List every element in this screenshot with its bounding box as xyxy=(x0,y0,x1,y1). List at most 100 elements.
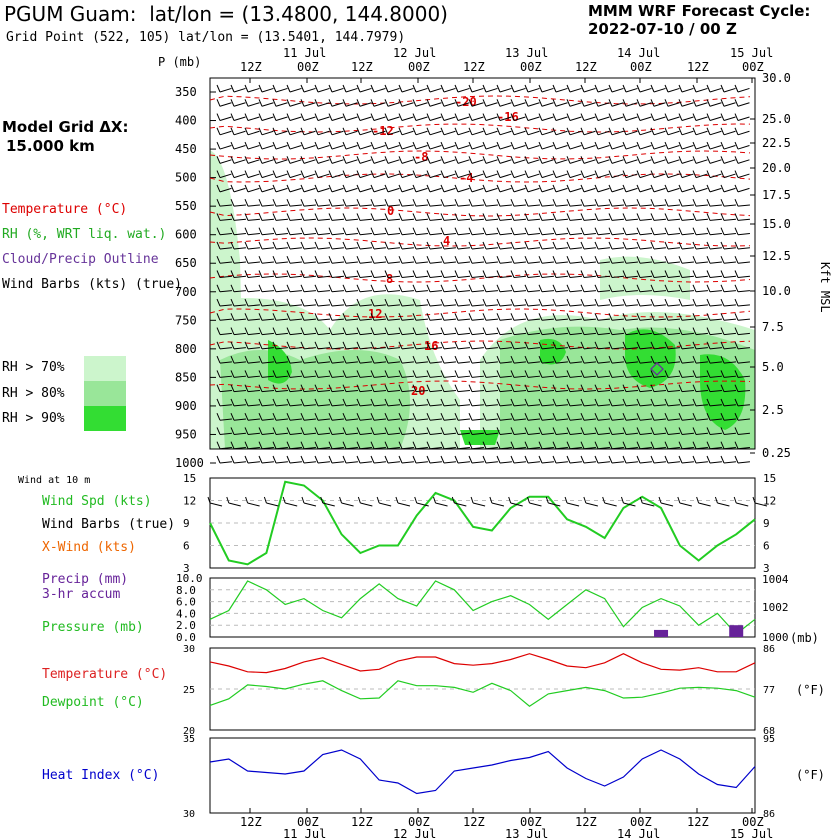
wind-barb xyxy=(275,116,288,122)
wind-barb-flag xyxy=(636,313,641,321)
surface-wind-barb-flag xyxy=(602,496,606,504)
surface-wind-barb-flag xyxy=(414,496,418,504)
wind-barb-flag xyxy=(230,256,235,264)
wind-barb-flag xyxy=(510,99,515,107)
wind-barb xyxy=(317,187,330,193)
isotherm-label: 12 xyxy=(368,307,382,321)
wind-barb xyxy=(261,347,274,350)
wind-barb-flag xyxy=(216,156,221,164)
wind-barb-flag xyxy=(454,113,459,121)
wind-barb-flag xyxy=(622,170,627,178)
wind-barb-flag xyxy=(370,241,375,250)
wind-barb xyxy=(737,247,750,250)
wind-barb xyxy=(261,375,274,378)
wind-barb-flag xyxy=(608,398,613,407)
wind-barb-flag xyxy=(328,270,333,278)
wind-barb xyxy=(359,432,372,435)
wind-barb xyxy=(499,304,512,307)
wind-barb-flag xyxy=(496,84,501,93)
isotherm-line xyxy=(209,95,751,105)
wind-barb-flag xyxy=(314,84,319,93)
wind-barb-flag xyxy=(342,198,347,207)
wind-barb xyxy=(443,116,456,122)
wind-ytick-right: 3 xyxy=(763,562,770,575)
top-date-label: 11 Jul xyxy=(283,46,326,60)
wind-barb xyxy=(597,389,610,393)
wind-barb xyxy=(275,261,288,264)
wind-barb-flag xyxy=(370,84,375,93)
wind-barb-flag xyxy=(734,241,739,250)
wind-ytick-left: 12 xyxy=(183,495,196,508)
wind-barb-flag xyxy=(608,241,613,250)
wind-barb-flag xyxy=(664,84,669,93)
wind-barb xyxy=(499,261,512,264)
wind-barb xyxy=(233,204,246,207)
wind-barb xyxy=(289,375,302,378)
wind-barb xyxy=(569,247,582,250)
wind-barb-flag xyxy=(538,256,543,264)
wind-barb xyxy=(457,261,470,264)
wind-barb-flag xyxy=(552,156,557,164)
wind-barb-flag xyxy=(370,170,375,178)
legend-windspd: Wind Spd (kts) xyxy=(42,494,152,509)
wind-barb xyxy=(639,304,652,307)
wind-barb-flag xyxy=(510,241,515,250)
wind-barb-flag xyxy=(566,127,571,136)
wind-barb xyxy=(667,102,680,107)
wind-barb xyxy=(275,159,288,164)
wind-barb xyxy=(625,318,638,321)
wind-barb-flag xyxy=(272,256,277,264)
wind-barb-flag xyxy=(650,170,655,178)
wind-barb xyxy=(345,87,358,93)
wind-barb-flag xyxy=(608,213,613,221)
wind-barb-flag xyxy=(328,141,333,150)
wind-barb xyxy=(597,418,610,421)
wind-barb-flag xyxy=(664,398,669,407)
wind-barb xyxy=(443,332,456,336)
wind-barb-flag xyxy=(384,341,389,350)
fahrenheit-unit-temp: (°F) xyxy=(796,683,825,697)
wind-barb xyxy=(513,389,526,393)
wind-barb-flag xyxy=(538,170,543,178)
wind-barb-flag xyxy=(650,284,655,292)
wind-barb-flag xyxy=(412,427,417,435)
wind-barb-flag xyxy=(552,99,557,107)
wind-barb-flag xyxy=(720,256,725,264)
wind-barb-flag xyxy=(650,113,655,121)
wind-barb-flag xyxy=(636,241,641,250)
wind-barb-flag xyxy=(286,284,291,292)
wind-barb xyxy=(737,232,750,236)
wind-barb-flag xyxy=(706,156,711,164)
wind-barb xyxy=(555,418,568,421)
wind-barb-flag xyxy=(328,412,333,421)
wind-barb-flag xyxy=(286,213,291,221)
wind-barb-flag xyxy=(342,341,347,350)
wind-barb xyxy=(233,247,246,250)
wind-barb xyxy=(737,130,750,136)
wind-barb xyxy=(485,247,498,250)
wind-barb xyxy=(247,232,260,236)
wind-barb xyxy=(597,332,610,336)
wind-ytick-left: 9 xyxy=(183,517,190,530)
wind-barb-flag xyxy=(244,241,249,250)
wind-barb xyxy=(373,290,386,293)
wind-barb xyxy=(373,145,386,150)
wind-barb-flag xyxy=(706,227,711,235)
wind-barb-flag xyxy=(440,127,445,136)
wind-barb-flag xyxy=(300,355,305,364)
wind-barb-flag xyxy=(468,313,473,321)
wind-barb-flag xyxy=(328,99,333,107)
wind-barb xyxy=(737,361,750,364)
wind-barb xyxy=(653,375,666,378)
grid-point: Grid Point (522, 105) lat/lon = (13.5401… xyxy=(6,30,406,45)
wind-barb xyxy=(639,173,652,179)
wind-barb-flag xyxy=(524,99,529,107)
wind-barb xyxy=(611,187,624,193)
wind-barb xyxy=(233,375,246,378)
wind-barb xyxy=(555,304,568,307)
wind-barb-flag xyxy=(384,213,389,221)
wind-barb xyxy=(597,304,610,307)
wind-barb xyxy=(527,447,540,450)
wind-barb-flag xyxy=(468,213,473,221)
wind-barb xyxy=(317,461,330,464)
